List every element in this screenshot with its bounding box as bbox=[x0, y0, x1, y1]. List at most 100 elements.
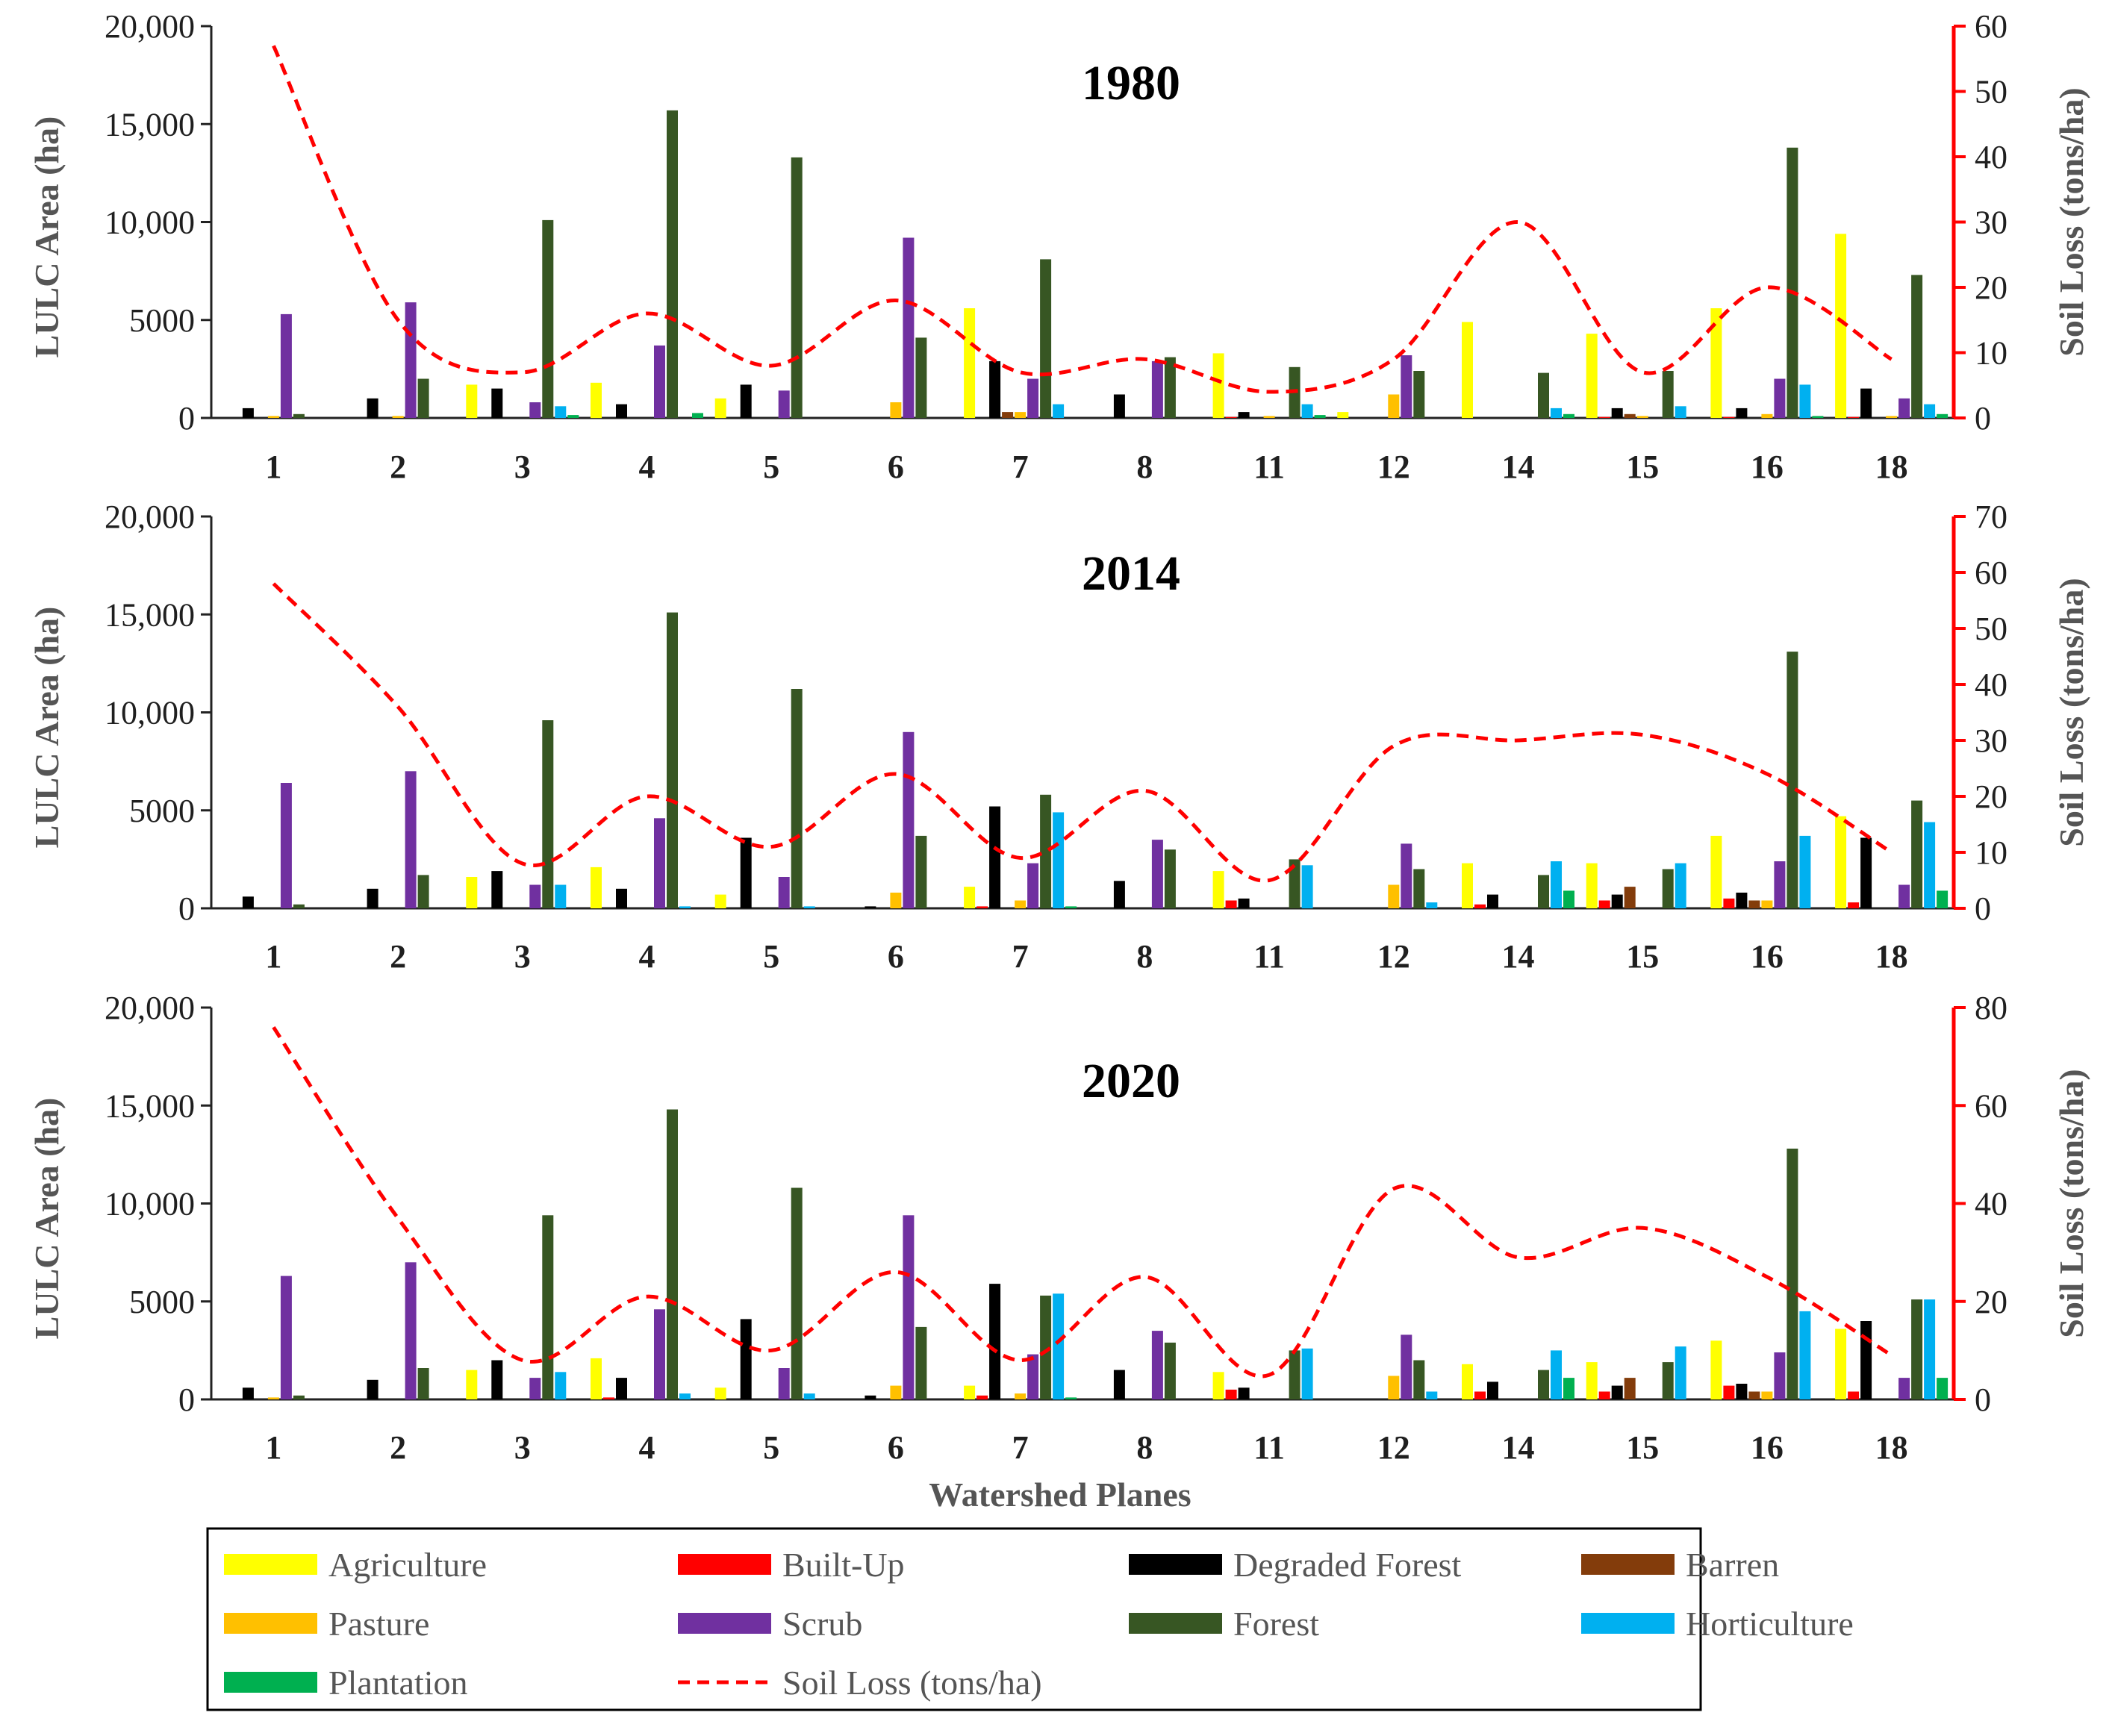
bar-agriculture bbox=[714, 894, 726, 908]
bar-scrub bbox=[405, 1262, 417, 1400]
bar-agriculture bbox=[1212, 1372, 1224, 1400]
bar-agriculture bbox=[466, 877, 478, 908]
bar-agriculture bbox=[466, 384, 478, 418]
bar-pasture bbox=[1761, 413, 1773, 419]
bar-scrub bbox=[903, 1215, 915, 1400]
bar-agriculture bbox=[964, 887, 976, 908]
legend-label: Pasture bbox=[328, 1605, 429, 1643]
bar-forest bbox=[915, 337, 927, 418]
y2-tick-label: 50 bbox=[1975, 74, 2007, 110]
bar-horticulture bbox=[679, 906, 691, 908]
y2-tick-label: 10 bbox=[1975, 335, 2007, 372]
x-tick-label: 4 bbox=[639, 449, 655, 485]
bar-pasture bbox=[1015, 900, 1027, 908]
legend-swatch bbox=[678, 1554, 771, 1575]
bar-agriculture bbox=[1462, 322, 1473, 418]
panel-title: 1980 bbox=[1082, 56, 1180, 110]
legend-label: Agriculture bbox=[328, 1546, 487, 1584]
bar-forest bbox=[1911, 275, 1923, 418]
bar-forest bbox=[1164, 1342, 1176, 1399]
x-tick-label: 5 bbox=[763, 1429, 779, 1466]
bar-built-up bbox=[603, 1397, 614, 1399]
legend-label: Barren bbox=[1686, 1546, 1779, 1584]
bar-pasture bbox=[1886, 416, 1898, 418]
bar-horticulture bbox=[1301, 404, 1313, 418]
bar-horticulture bbox=[1924, 1299, 1936, 1399]
bar-pasture bbox=[890, 402, 902, 418]
y-tick-label: 10,000 bbox=[105, 695, 195, 731]
bar-forest bbox=[1787, 1149, 1798, 1399]
bar-scrub bbox=[1151, 1331, 1163, 1399]
bar-forest bbox=[1787, 147, 1798, 419]
panel-2020: 0 5000 10,000 15,000 20,000 0 20 40 60 80 LULC Are… bbox=[28, 990, 2090, 1466]
x-tick-label: 15 bbox=[1626, 1429, 1659, 1466]
bar-forest bbox=[1413, 869, 1425, 908]
y2-axis-label: Soil Loss (tons/ha) bbox=[2052, 578, 2090, 846]
x-axis-label: Watershed Planes bbox=[929, 1476, 1191, 1514]
bar-forest bbox=[1538, 1370, 1549, 1399]
x-tick-label: 8 bbox=[1136, 938, 1153, 975]
x-tick-label: 6 bbox=[888, 449, 904, 485]
bar-degraded-forest bbox=[491, 871, 503, 908]
bar-plantation bbox=[1937, 1378, 1949, 1399]
legend-swatch bbox=[224, 1613, 317, 1634]
bar-agriculture bbox=[1710, 1340, 1722, 1400]
bar-horticulture bbox=[1551, 408, 1562, 418]
bar-forest bbox=[1040, 794, 1052, 909]
x-tick-label: 11 bbox=[1253, 449, 1285, 485]
bar-degraded-forest bbox=[1611, 408, 1623, 418]
x-tick-label: 15 bbox=[1626, 938, 1659, 975]
y-tick-label: 20,000 bbox=[105, 499, 195, 535]
bar-agriculture bbox=[1586, 334, 1598, 418]
bar-pasture bbox=[1015, 412, 1027, 418]
legend-label: Scrub bbox=[782, 1605, 862, 1643]
bar-scrub bbox=[280, 1276, 292, 1399]
bar-agriculture bbox=[1586, 863, 1598, 908]
bar-agriculture bbox=[1212, 871, 1224, 908]
y-tick-label: 10,000 bbox=[105, 1186, 195, 1223]
bar-agriculture bbox=[1835, 1328, 1847, 1399]
bar-horticulture bbox=[803, 1393, 815, 1399]
bar-forest bbox=[791, 157, 803, 418]
bar-agriculture bbox=[1710, 308, 1722, 418]
bar-agriculture bbox=[1212, 353, 1224, 418]
bar-scrub bbox=[1898, 398, 1910, 419]
bar-forest bbox=[1911, 800, 1923, 908]
bar-scrub bbox=[1774, 1352, 1786, 1399]
bar-degraded-forest bbox=[367, 1379, 379, 1400]
bar-built-up bbox=[1848, 902, 1860, 908]
y-tick-label: 5000 bbox=[129, 1284, 195, 1320]
bar-degraded-forest bbox=[1113, 394, 1125, 418]
bar-forest bbox=[667, 110, 678, 418]
bar-forest bbox=[1040, 259, 1052, 418]
y-axis-label: LULC Area (ha) bbox=[28, 116, 66, 358]
bar-horticulture bbox=[1675, 863, 1686, 908]
bar-forest bbox=[915, 835, 927, 908]
bar-agriculture bbox=[1337, 412, 1349, 418]
bar-built-up bbox=[1225, 900, 1237, 908]
bar-scrub bbox=[778, 877, 790, 908]
x-tick-label: 12 bbox=[1377, 938, 1410, 975]
x-tick-label: 3 bbox=[514, 938, 531, 975]
x-tick-label: 8 bbox=[1136, 449, 1153, 485]
bar-forest bbox=[667, 612, 678, 908]
x-tick-label: 1 bbox=[265, 449, 281, 485]
bar-pasture bbox=[267, 1397, 279, 1399]
bar-agriculture bbox=[1586, 1362, 1598, 1399]
x-tick-label: 18 bbox=[1875, 938, 1908, 975]
bar-degraded-forest bbox=[740, 1319, 752, 1399]
bar-plantation bbox=[1563, 1378, 1574, 1399]
bar-pasture bbox=[890, 893, 902, 908]
bar-agriculture bbox=[466, 1370, 478, 1399]
x-tick-label: 7 bbox=[1012, 938, 1029, 975]
bar-forest bbox=[1289, 1350, 1300, 1399]
y-tick-label: 20,000 bbox=[105, 8, 195, 45]
y2-tick-label: 10 bbox=[1975, 834, 2007, 871]
y2-tick-label: 30 bbox=[1975, 204, 2007, 241]
bar-agriculture bbox=[1462, 1364, 1473, 1400]
y2-tick-label: 40 bbox=[1975, 666, 2007, 703]
bar-degraded-forest bbox=[1736, 893, 1748, 908]
bar-agriculture bbox=[1462, 863, 1473, 908]
y2-tick-label: 50 bbox=[1975, 611, 2007, 647]
bar-scrub bbox=[1401, 843, 1412, 908]
